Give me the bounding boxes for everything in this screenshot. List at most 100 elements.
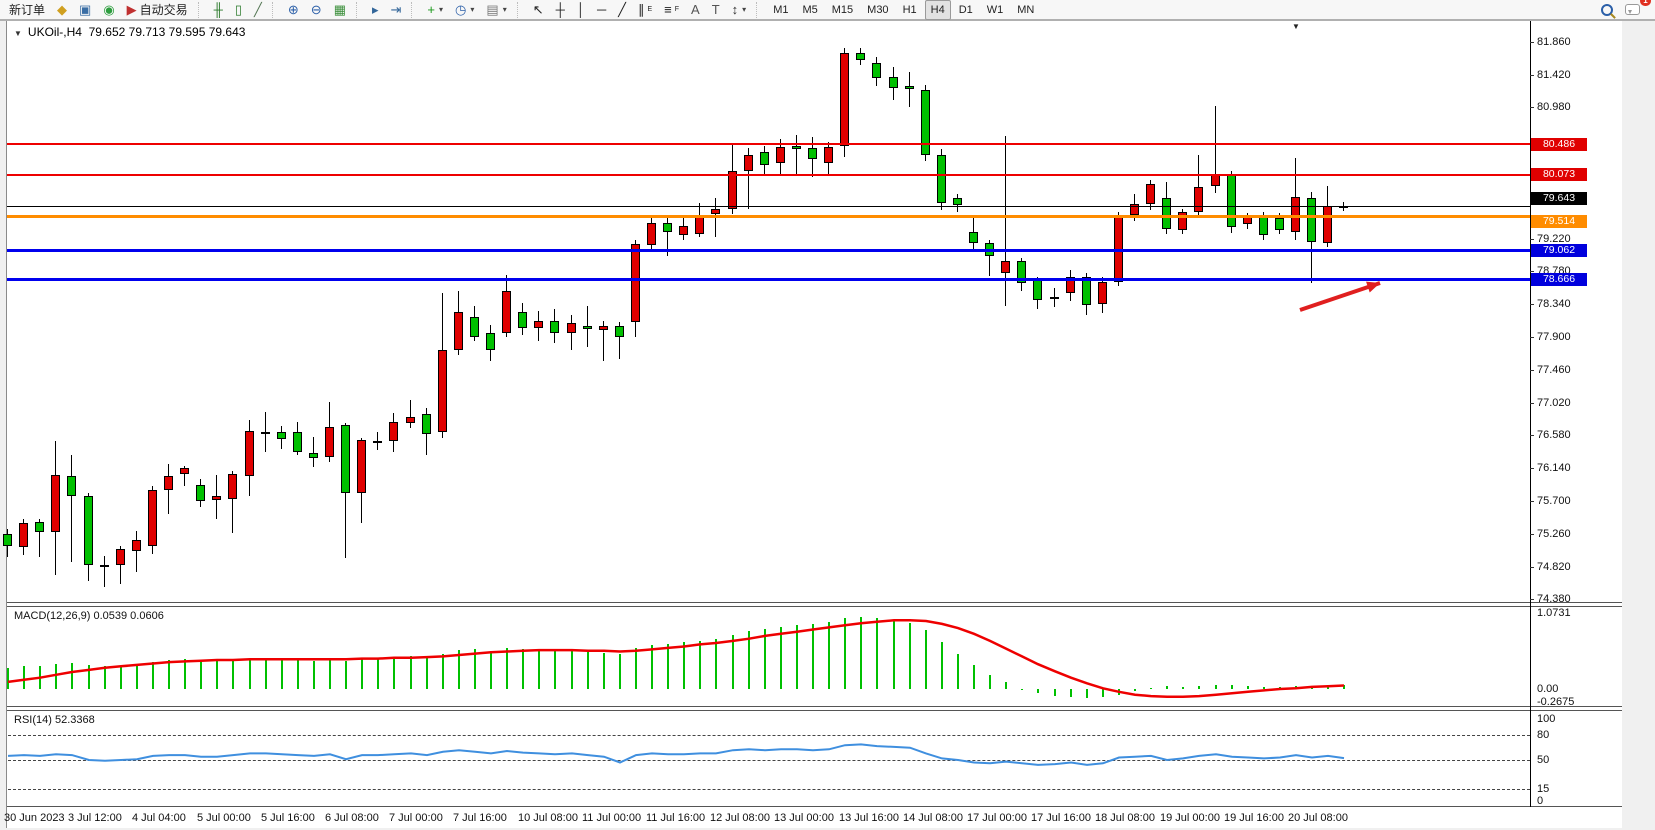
- macd-histogram-bar: [1005, 681, 1007, 689]
- price-tick: [1530, 271, 1534, 272]
- candle-body: [1211, 175, 1220, 187]
- rsi-level-80: [8, 735, 1530, 736]
- candle-body: [341, 424, 350, 494]
- macd-histogram-bar: [925, 629, 927, 689]
- charts-icon[interactable]: ◆: [57, 1, 68, 17]
- periods-icon[interactable]: ◷ ▾: [455, 1, 475, 17]
- candle-body: [67, 476, 76, 497]
- candle-body: [921, 90, 930, 155]
- price-tick: [1530, 534, 1534, 535]
- timeframe-mn[interactable]: MN: [1017, 3, 1035, 16]
- autotrade-button[interactable]: ▶ 自动交易: [126, 1, 188, 17]
- price-tick: [1530, 403, 1534, 404]
- macd-histogram-bar: [732, 635, 734, 689]
- rsi-pane[interactable]: [7, 711, 1530, 806]
- price-tick-label: 77.460: [1537, 364, 1571, 376]
- candle-body: [148, 490, 157, 546]
- level-line-79.062[interactable]: [7, 249, 1530, 252]
- candle-body: [631, 244, 640, 322]
- macd-histogram-bar: [1279, 686, 1281, 689]
- level-line-78.666[interactable]: [7, 278, 1530, 281]
- candle-body: [824, 146, 833, 164]
- add-indicator-icon[interactable]: + ▾: [427, 1, 444, 17]
- price-badge-79.643: 79.643: [1531, 192, 1587, 205]
- timeframe-d1[interactable]: D1: [958, 3, 973, 16]
- macd-histogram-bar: [410, 656, 412, 689]
- bar-chart-icon[interactable]: ╫: [213, 1, 223, 17]
- macd-splitter[interactable]: [7, 602, 1622, 607]
- macd-histogram-bar: [587, 652, 589, 689]
- level-line-80.486[interactable]: [7, 143, 1530, 145]
- time-label: 7 Jul 16:00: [453, 812, 507, 824]
- macd-histogram-bar: [281, 659, 283, 689]
- candle-wick: [909, 72, 910, 108]
- timeframe-h1[interactable]: H1: [902, 3, 917, 16]
- ohlc-readout: 79.652 79.713 79.595 79.643: [88, 25, 246, 39]
- level-line-79.514[interactable]: [7, 215, 1530, 218]
- rsi-axis-label: 80: [1537, 729, 1550, 742]
- level-line-79.643[interactable]: [7, 206, 1530, 207]
- auto-scroll-icon[interactable]: ▸: [371, 1, 379, 17]
- candle-body: [840, 52, 849, 147]
- candle-body: [1098, 281, 1107, 305]
- channel-icon[interactable]: ∥ E: [638, 1, 653, 17]
- horizontal-line-icon[interactable]: ─: [596, 1, 607, 17]
- timeframe-m15[interactable]: M15: [831, 3, 854, 16]
- label-icon[interactable]: T: [711, 1, 720, 17]
- candle-body: [486, 333, 495, 351]
- timeframe-m5[interactable]: M5: [802, 3, 818, 16]
- cursor-icon[interactable]: ↖: [532, 1, 544, 17]
- chat-badge: 1: [1640, 0, 1651, 6]
- macd-histogram-bar: [1037, 689, 1039, 694]
- chat-icon[interactable]: 1: [1620, 0, 1651, 20]
- crosshair-icon[interactable]: ┼: [555, 1, 565, 17]
- template-icon[interactable]: ▤ ▾: [486, 1, 507, 17]
- search-icon[interactable]: [1596, 0, 1618, 20]
- rsi-splitter[interactable]: [7, 706, 1622, 711]
- candle-wick: [989, 240, 990, 276]
- price-tick: [1530, 75, 1534, 76]
- collapse-arrow-icon[interactable]: ▼: [14, 29, 22, 38]
- candle-wick: [104, 556, 105, 587]
- line-chart-icon[interactable]: ╱: [254, 1, 262, 17]
- new-order-button[interactable]: 新订单: [9, 2, 46, 17]
- fibonacci-icon[interactable]: ≡ F: [664, 1, 680, 17]
- macd-histogram-bar: [1150, 687, 1152, 689]
- candle-body: [212, 496, 221, 501]
- vertical-line-icon[interactable]: │: [576, 1, 585, 17]
- macd-histogram-bar: [1198, 686, 1200, 689]
- macd-histogram-bar: [313, 660, 315, 689]
- timeframe-m30[interactable]: M30: [867, 3, 889, 16]
- candle-wick: [619, 322, 620, 360]
- candle-body: [534, 320, 543, 328]
- macd-histogram-bar: [1118, 689, 1120, 695]
- timeframe-w1[interactable]: W1: [986, 3, 1004, 16]
- text-icon[interactable]: A: [691, 1, 700, 17]
- candle-body: [1066, 276, 1075, 293]
- level-line-80.073[interactable]: [7, 174, 1530, 176]
- candle-body: [164, 475, 173, 491]
- candle-body: [599, 326, 608, 331]
- price-tick: [1530, 42, 1534, 43]
- rsi-axis-label: 100: [1537, 713, 1556, 725]
- candle-body: [1227, 174, 1236, 227]
- macd-pane[interactable]: [7, 607, 1530, 706]
- macd-histogram-bar: [554, 650, 556, 689]
- shapes-icon[interactable]: ↕ ▾: [731, 1, 747, 17]
- time-label: 11 Jul 00:00: [582, 812, 642, 824]
- chart-shift-icon[interactable]: ⇥: [390, 1, 402, 17]
- time-label: 6 Jul 08:00: [325, 812, 379, 824]
- candlestick-chart-icon[interactable]: ▯: [234, 1, 243, 17]
- time-label: 14 Jul 08:00: [903, 812, 963, 824]
- market-watch-icon[interactable]: ▣: [79, 1, 92, 17]
- timeframe-h4[interactable]: H4: [924, 0, 951, 20]
- macd-histogram-bar: [168, 659, 170, 689]
- timeframe-m1[interactable]: M1: [773, 3, 789, 16]
- trendline-icon[interactable]: ╱: [618, 1, 626, 17]
- signals-icon[interactable]: ◉: [103, 1, 115, 17]
- main-chart-pane[interactable]: [7, 22, 1530, 602]
- zoom-in-icon[interactable]: ⊕: [287, 1, 299, 17]
- zoom-out-icon[interactable]: ⊖: [310, 1, 322, 17]
- tile-windows-icon[interactable]: ▦: [333, 1, 346, 17]
